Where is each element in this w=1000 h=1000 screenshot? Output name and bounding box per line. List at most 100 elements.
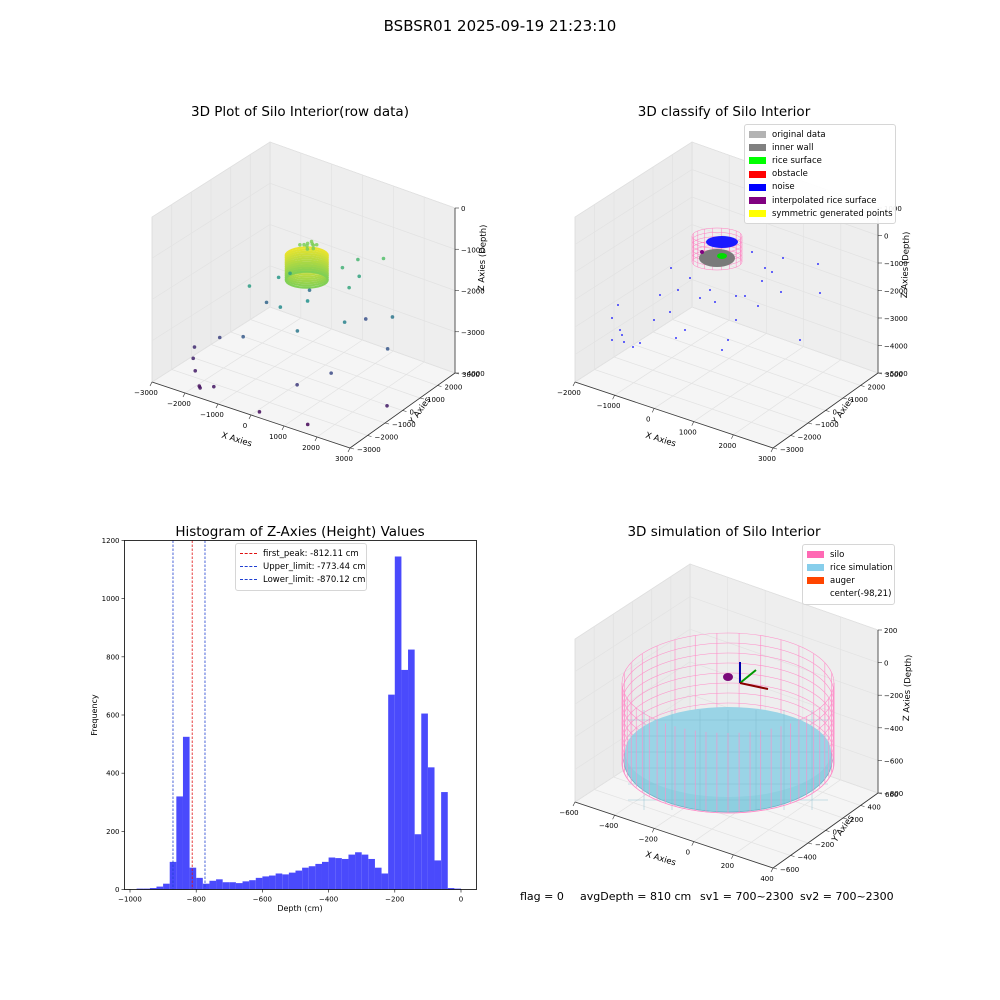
data-point	[305, 247, 310, 251]
rice-surface-cluster	[284, 270, 329, 289]
panel4-3d-simulation: −600 −400 −200 0 200 400 −600 −400 −200 0 200 400 60…	[559, 563, 914, 883]
panel4-legend-swatch	[807, 591, 824, 598]
data-point	[217, 335, 222, 340]
panel4-x-tick-mark	[572, 801, 576, 807]
panel2-3d-classify: −2000−10000100020003000−3000−2000−100001…	[557, 141, 912, 463]
noise-point	[761, 280, 763, 282]
panel1-x-tick-label: −2000	[167, 400, 191, 408]
histogram-x-tick-label: −600	[253, 896, 272, 904]
histogram-x-tick-label: −800	[187, 896, 206, 904]
histogram-bar	[348, 854, 356, 890]
data-point	[257, 410, 262, 414]
panel3-title: Histogram of Z-Axies (Height) Values	[175, 524, 425, 540]
panel4-y-tick-label: 400	[868, 804, 881, 812]
panel2-legend-swatch	[749, 170, 766, 178]
histogram-bar	[388, 694, 395, 890]
interpolated-surface-cluster	[700, 250, 704, 254]
histogram-bar	[156, 886, 164, 890]
histogram-bar	[308, 866, 316, 890]
data-point	[385, 347, 390, 351]
panel2-y-tick-label: −3000	[780, 446, 804, 454]
histogram-bar	[169, 861, 177, 890]
panel4-y-tick-mark	[772, 867, 778, 870]
panel2-legend-swatch	[749, 157, 766, 165]
histogram-bar	[262, 876, 270, 890]
data-point	[305, 422, 310, 427]
histogram-legend-entry: first_peak: -812.11 cm	[240, 547, 362, 560]
panel1-x-tick-label: −3000	[134, 389, 158, 397]
auger-marker	[723, 673, 733, 681]
panel2-x-axis-line	[574, 381, 774, 449]
panel4-legend: silo rice simulation auger center(-98,21)	[802, 544, 895, 605]
panel1-3d-scatter: −3000−2000−10000100020003000−3000−2000−1…	[134, 141, 489, 463]
histogram-x-tick-label: −1000	[118, 896, 142, 904]
panel4-y-tick-mark	[842, 817, 848, 820]
noise-point	[619, 329, 621, 331]
histogram-bar	[282, 874, 289, 890]
noise-point	[727, 339, 729, 341]
panel2-legend-label: inner wall	[772, 142, 814, 153]
panel1-z-tick-label: −2000	[461, 288, 485, 296]
panel2-y-tick-mark	[842, 397, 848, 400]
panel4-gridline	[574, 628, 879, 705]
panel1-x-tick-mark	[215, 403, 219, 409]
panel1-gridline	[151, 141, 456, 218]
panel2-x-tick-label: 3000	[758, 455, 776, 463]
histogram-bar	[421, 713, 428, 890]
data-point	[193, 368, 198, 373]
panel4-y-tick-label: 600	[885, 791, 898, 799]
panel2-legend-swatch	[749, 131, 766, 139]
panel2-y-tick-label: 0	[833, 409, 837, 417]
noise-point	[689, 277, 691, 279]
histogram-y-tick-label: 400	[106, 770, 119, 778]
data-point	[192, 345, 197, 349]
histogram-bar	[374, 867, 382, 890]
histogram-bar	[414, 834, 422, 890]
panel1-x-tick-label: 3000	[335, 455, 353, 463]
panel2-legend-label: obstacle	[772, 169, 808, 180]
histogram-y-tick-label: 1200	[102, 537, 120, 545]
panel2-legend-entry: inner wall	[749, 141, 891, 154]
histogram-bar	[315, 863, 322, 890]
panel4-y-tick-label: −200	[815, 841, 834, 849]
histogram-bar	[335, 858, 342, 890]
data-point	[295, 329, 300, 333]
noise-point	[819, 292, 821, 294]
histogram-legend-label: first_peak: -812.11 cm	[263, 548, 359, 559]
panel4-title: 3D simulation of Silo Interior	[627, 524, 821, 540]
noise-point	[669, 311, 671, 313]
histogram-bar	[136, 888, 144, 890]
data-point	[385, 403, 389, 408]
panel4-y-tick-label: −600	[780, 866, 799, 874]
panel4-x-axis-line	[574, 801, 774, 869]
panel4-legend-entry: auger	[807, 574, 890, 587]
panel2-y-tick-label: 2000	[868, 384, 886, 392]
noise-point	[735, 295, 737, 297]
panel4-x-tick-label: 200	[721, 862, 734, 870]
panel3-legend: first_peak: -812.11 cm Upper_limit: -773.…	[235, 543, 367, 591]
histogram-x-axis-label: Depth (cm)	[277, 904, 322, 913]
histogram-bar	[454, 888, 461, 890]
data-point	[314, 242, 319, 247]
avg-depth-text: avgDepth = 810 cm	[580, 890, 692, 903]
panel1-gridline	[151, 306, 456, 383]
panel2-title: 3D classify of Silo Interior	[637, 104, 811, 120]
panel1-y-tick-mark	[402, 410, 407, 412]
data-point	[340, 265, 345, 270]
panel2-x-tick-label: 1000	[679, 429, 697, 437]
panel2-gridline	[574, 196, 879, 273]
panel2-z-tick-label: −3000	[884, 315, 908, 323]
histogram-bar	[427, 767, 435, 890]
panel4-x-tick-mark	[691, 841, 695, 846]
histogram-bar	[295, 870, 303, 890]
histogram-bar	[163, 883, 170, 890]
data-point	[298, 242, 302, 247]
sv2-text: sv2 = 700~2300	[800, 890, 894, 903]
panel4-x-tick-mark	[731, 854, 734, 859]
panel2-y-tick-mark	[772, 447, 778, 450]
panel1-x-tick-label: 2000	[302, 444, 320, 452]
data-point	[276, 275, 281, 280]
panel2-x-tick-mark	[572, 381, 576, 387]
histogram-bar	[275, 873, 283, 890]
panel1-x-tick-mark	[281, 425, 285, 431]
